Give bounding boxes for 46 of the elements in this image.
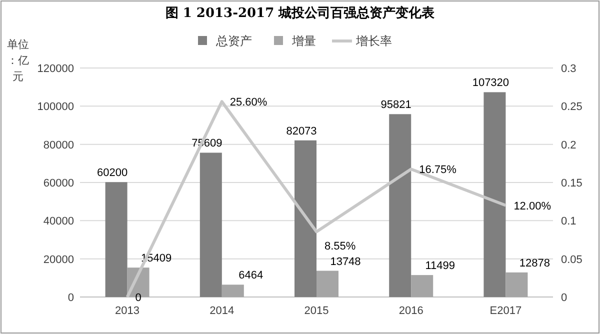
x-tick-label: 2015 bbox=[304, 305, 329, 317]
y-tick-label: 100000 bbox=[37, 101, 74, 114]
data-label: 82073 bbox=[286, 125, 317, 138]
x-tick-label: 2016 bbox=[398, 305, 424, 317]
y2-tick-label: 0.3 bbox=[561, 63, 576, 75]
y2-tick-label: 0.05 bbox=[561, 254, 582, 266]
y2-tick-label: 0.1 bbox=[561, 216, 576, 228]
chart-title: 图 1 2013-2017 城投公司百强总资产变化表 bbox=[165, 5, 436, 21]
data-label: 25.60% bbox=[230, 96, 268, 109]
y-tick-label: 20000 bbox=[43, 254, 74, 266]
data-label: 13748 bbox=[330, 256, 361, 268]
y2-tick-label: 0.25 bbox=[561, 101, 582, 114]
y2-tick-label: 0 bbox=[561, 292, 568, 304]
data-label: 107320 bbox=[472, 77, 510, 90]
legend-label: 增量 bbox=[291, 34, 316, 48]
legend-label: 增长率 bbox=[355, 34, 392, 48]
data-label: 12878 bbox=[519, 257, 550, 270]
data-label: 0 bbox=[135, 292, 142, 304]
bar bbox=[411, 275, 434, 297]
data-label: 16.75% bbox=[419, 164, 457, 176]
data-label: 95821 bbox=[380, 99, 412, 112]
bar bbox=[506, 272, 528, 297]
bar bbox=[222, 284, 244, 297]
y-tick-label: 0 bbox=[68, 292, 74, 304]
data-label: 6464 bbox=[238, 270, 264, 282]
bar bbox=[389, 114, 412, 297]
bar bbox=[294, 140, 316, 297]
bar bbox=[105, 182, 128, 297]
y-tick-label: 80000 bbox=[43, 139, 74, 152]
y-tick-label: 60000 bbox=[43, 178, 74, 190]
x-tick-label: 2013 bbox=[115, 305, 140, 317]
y-axis-title: 单位：亿元 bbox=[7, 38, 29, 83]
bar bbox=[200, 152, 222, 297]
bar bbox=[316, 270, 338, 297]
legend-label: 总资产 bbox=[215, 34, 252, 48]
y2-tick-label: 0.15 bbox=[561, 178, 582, 190]
data-label: 8.55% bbox=[324, 240, 356, 253]
data-label: 60200 bbox=[97, 167, 128, 180]
data-label: 12.00% bbox=[514, 200, 552, 212]
x-tick-label: E2017 bbox=[490, 305, 522, 317]
y-tick-label: 120000 bbox=[37, 63, 74, 75]
bar bbox=[484, 92, 506, 297]
y2-tick-label: 0.2 bbox=[561, 139, 576, 152]
x-tick-label: 2014 bbox=[210, 305, 234, 317]
data-label: 11499 bbox=[425, 260, 455, 272]
y-tick-label: 40000 bbox=[43, 216, 74, 228]
